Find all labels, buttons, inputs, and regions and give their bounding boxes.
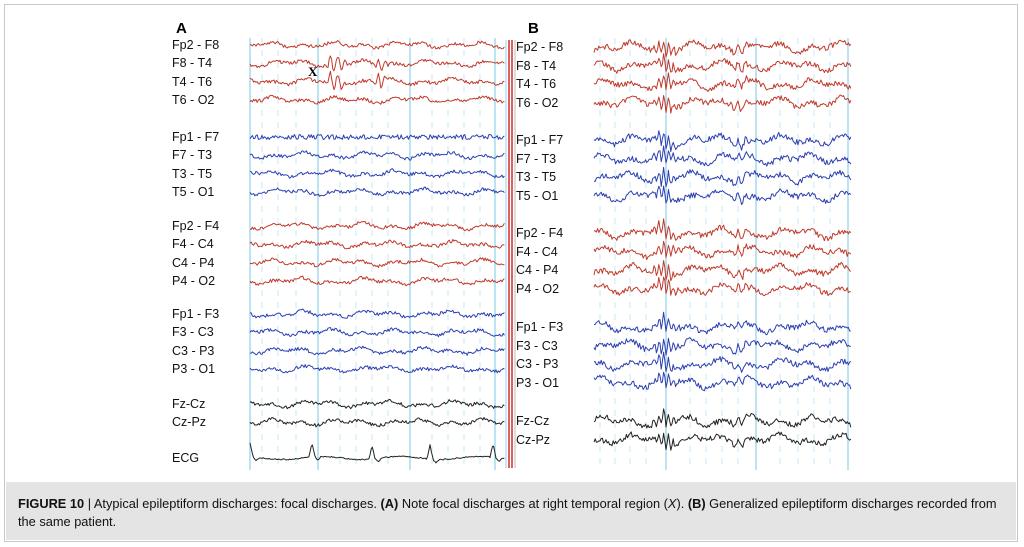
eeg-trace <box>593 351 852 373</box>
channel-label: T3 - T5 <box>172 166 213 181</box>
eeg-trace <box>249 327 505 338</box>
channel-label: Fz-Cz <box>172 397 206 411</box>
channel-label: F8 - T4 <box>516 58 557 73</box>
caption-figure-label: FIGURE 10 <box>18 496 85 511</box>
channel-label: P4 - O2 <box>172 273 216 288</box>
channel-label: T6 - O2 <box>516 95 559 110</box>
eeg-trace <box>249 70 505 91</box>
eeg-trace <box>593 371 852 392</box>
channel-label: T4 - T6 <box>516 77 557 92</box>
eeg-trace <box>593 185 852 205</box>
caption-part-a: (A) <box>380 496 399 511</box>
eeg-trace <box>249 308 505 319</box>
panel-b-letter: B <box>528 20 539 37</box>
channel-label: C3 - P3 <box>172 343 215 358</box>
focal-discharge-marker: X <box>308 64 318 79</box>
eeg-trace <box>249 345 505 356</box>
eeg-trace <box>593 337 851 356</box>
figure-border <box>4 4 1018 542</box>
channel-label: F7 - T3 <box>516 151 557 166</box>
figure-caption: FIGURE 10 | Atypical epileptiform discha… <box>18 495 1008 531</box>
channel-label: Fp1 - F3 <box>516 320 564 334</box>
channel-label: C3 - P3 <box>516 357 559 372</box>
eeg-trace <box>249 55 505 72</box>
channel-label: T3 - T5 <box>516 170 557 185</box>
eeg-trace <box>249 417 505 428</box>
eeg-trace <box>593 39 852 58</box>
eeg-trace <box>593 94 852 114</box>
eeg-trace <box>593 130 852 152</box>
panel-a-letter: A <box>176 20 187 37</box>
channel-label: Cz-Pz <box>172 415 207 430</box>
caption-text-3: ). <box>676 496 688 511</box>
eeg-trace <box>593 218 852 242</box>
channel-label: F8 - T4 <box>172 56 213 71</box>
caption-box <box>6 482 1016 540</box>
channel-label: Fz-Cz <box>516 414 550 428</box>
eeg-trace <box>593 166 852 187</box>
eeg-trace <box>250 257 505 268</box>
channel-label: ECG <box>172 451 200 465</box>
caption-x-ref: X <box>667 496 677 511</box>
eeg-trace <box>249 168 505 179</box>
channel-label: C4 - P4 <box>172 255 215 270</box>
eeg-trace <box>249 134 505 140</box>
channel-label: Fp2 - F4 <box>516 226 564 240</box>
channel-label: P3 - O1 <box>516 375 560 390</box>
channel-label: F4 - C4 <box>172 237 214 252</box>
channel-label: F3 - C3 <box>172 325 214 340</box>
eeg-trace <box>249 442 505 464</box>
channel-label: Fp1 - F7 <box>516 133 564 147</box>
eeg-trace <box>249 364 505 374</box>
eeg-trace <box>249 186 505 197</box>
channel-label: F4 - C4 <box>516 244 558 259</box>
channel-label: T5 - O1 <box>516 188 559 203</box>
eeg-trace <box>249 40 505 50</box>
eeg-trace <box>249 275 505 287</box>
eeg-trace <box>249 238 505 250</box>
channel-label: Fp1 - F3 <box>172 307 220 321</box>
eeg-trace <box>249 398 505 410</box>
eeg-trace <box>593 72 852 92</box>
channel-label: T4 - T6 <box>172 74 213 89</box>
channel-label: F3 - C3 <box>516 338 558 353</box>
eeg-trace <box>593 53 852 74</box>
channel-label: C4 - P4 <box>516 263 559 278</box>
channel-label: P3 - O1 <box>172 361 216 376</box>
eeg-trace <box>593 408 852 429</box>
channel-label: T5 - O1 <box>172 184 215 199</box>
channel-label: P4 - O2 <box>516 281 560 296</box>
eeg-trace <box>593 260 852 282</box>
caption-separator: | <box>84 496 94 511</box>
eeg-trace <box>593 431 852 451</box>
eeg-trace <box>593 311 851 336</box>
channel-label: Fp1 - F7 <box>172 130 220 144</box>
eeg-trace <box>249 221 505 232</box>
eeg-trace <box>249 94 505 105</box>
channel-label: Cz-Pz <box>516 432 551 447</box>
eeg-trace <box>249 150 505 161</box>
caption-text-4: Generalized epileptiform discharges reco… <box>18 496 997 529</box>
channel-label: Fp2 - F8 <box>516 40 564 54</box>
caption-text-1: Atypical epileptiform discharges: focal … <box>93 496 381 511</box>
channel-label: T6 - O2 <box>172 92 215 107</box>
channel-label: Fp2 - F4 <box>172 219 220 233</box>
channel-label: F7 - T3 <box>172 148 213 163</box>
caption-text-2: Note focal discharges at right temporal … <box>398 496 668 511</box>
channel-label: Fp2 - F8 <box>172 38 220 52</box>
eeg-trace <box>593 145 852 167</box>
eeg-trace <box>593 276 851 297</box>
caption-part-b: (B) <box>687 496 706 511</box>
eeg-trace <box>593 240 852 260</box>
